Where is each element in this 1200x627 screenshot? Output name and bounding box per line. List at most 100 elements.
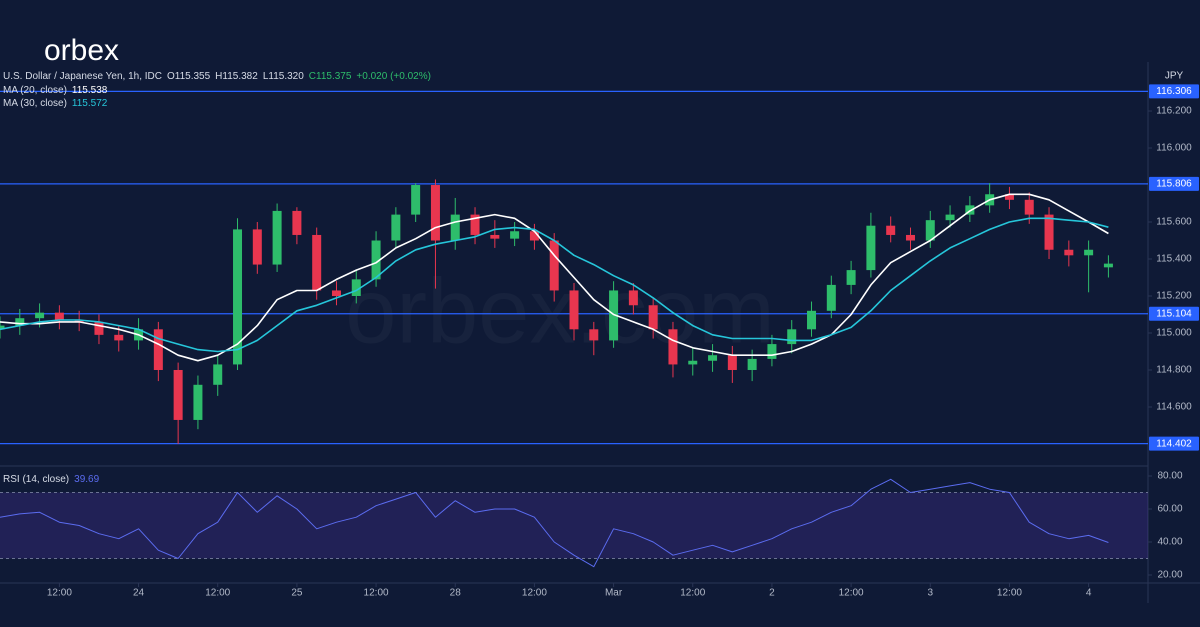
x-tick-label: 3 <box>927 588 933 599</box>
candle-body <box>826 284 836 311</box>
ohlc-values: O115.355 H115.382 L115.320 C115.375 +0.020 (… <box>167 71 431 82</box>
y-tick-label: 115.000 <box>1156 328 1192 339</box>
candle-body <box>1084 249 1094 256</box>
x-tick-label: 12:00 <box>47 588 72 599</box>
candle-body <box>569 290 579 330</box>
candle-body <box>15 318 25 326</box>
y-tick-label: 115.200 <box>1156 291 1192 302</box>
candle-body <box>767 344 777 359</box>
candle-body <box>94 321 104 335</box>
rsi-line <box>0 478 1109 568</box>
x-tick-label: 12:00 <box>839 588 864 599</box>
candle-body <box>272 210 282 265</box>
candle-body <box>668 329 678 365</box>
candle-body <box>787 329 797 345</box>
level-label-box <box>1149 84 1199 99</box>
rsi-tick-label: 20.00 <box>1157 570 1182 581</box>
symbol-title: U.S. Dollar / Japanese Yen, 1h, IDC <box>3 71 162 82</box>
x-tick-label: 25 <box>291 588 303 599</box>
candle-body <box>1064 249 1074 256</box>
ohlc-label: +0.020 (+0.02%) <box>356 71 431 82</box>
rsi-tick-label: 40.00 <box>1157 537 1182 548</box>
level-label-box <box>1149 176 1199 191</box>
candle-body <box>807 310 817 330</box>
ohlc-label: L115.320 <box>262 71 304 82</box>
candle-body <box>312 234 322 291</box>
candle-body <box>252 229 262 265</box>
candle-body <box>925 220 935 241</box>
rsi-band <box>0 492 1148 559</box>
rsi-tick-label: 60.00 <box>1157 504 1182 515</box>
ma-name: MA (20, close) <box>3 85 67 96</box>
rsi-tick-label: 80.00 <box>1157 471 1182 482</box>
level-label: 115.806 <box>1156 179 1192 190</box>
candle-body <box>331 290 341 297</box>
x-tick-label: Mar <box>605 588 623 599</box>
candle-body <box>510 231 520 239</box>
candle-body <box>470 214 480 235</box>
axes: 116.200 116.000 115.600 115.400 115.200 115.0… <box>47 84 1199 599</box>
candle-body <box>688 360 698 365</box>
ohlc-label: O115.355 <box>166 71 211 82</box>
candle-body <box>35 312 45 319</box>
logo: orbex <box>44 34 119 67</box>
candle-body <box>233 229 243 365</box>
scale-label: JPY <box>1165 71 1184 82</box>
y-tick-label: 114.800 <box>1156 365 1192 376</box>
x-tick-label: 12:00 <box>364 588 389 599</box>
candle-body <box>727 355 737 370</box>
symbol-header: U.S. Dollar / Japanese Yen, 1h, IDC O115… <box>3 71 431 82</box>
level-label-box <box>1149 306 1199 321</box>
candle-body <box>1044 214 1054 250</box>
candle-body <box>747 358 757 370</box>
ma30-header: MA (30, close) 115.572 <box>3 98 107 109</box>
candle-body <box>1004 194 1014 200</box>
candle-body <box>529 231 539 241</box>
candle-body <box>351 279 361 297</box>
ma-value: 115.572 <box>71 98 108 109</box>
y-tick-label: 114.600 <box>1156 402 1192 413</box>
candle-body <box>450 214 460 241</box>
candle-body <box>549 240 559 291</box>
ohlc-label: C115.375 <box>308 71 352 82</box>
y-tick-label: 115.400 <box>1156 254 1192 265</box>
candle-body <box>628 290 638 306</box>
ma-value: 115.538 <box>71 85 108 96</box>
y-tick-label: 116.000 <box>1156 143 1192 154</box>
candle-body <box>905 234 915 241</box>
x-tick-label: 28 <box>450 588 462 599</box>
x-tick-label: 2 <box>769 588 775 599</box>
candle-body <box>430 185 440 241</box>
candle-body <box>391 214 401 241</box>
y-tick-label: 116.200 <box>1156 106 1192 117</box>
candle-body <box>866 225 876 271</box>
level-label: 114.402 <box>1156 438 1192 449</box>
watermark: orbex.com <box>345 260 775 362</box>
candle-body <box>292 210 302 235</box>
candle-body <box>589 329 599 341</box>
x-tick-label: 12:00 <box>680 588 705 599</box>
candle-body <box>708 355 718 361</box>
candle-body <box>886 225 896 235</box>
level-label-box <box>1149 436 1199 451</box>
candle-body <box>648 305 658 330</box>
candle-body <box>609 290 619 341</box>
y-tick-label: 115.600 <box>1156 217 1192 228</box>
x-tick-label: 24 <box>133 588 145 599</box>
candle-body <box>371 240 381 280</box>
candle-body <box>173 369 183 420</box>
ma-name: MA (30, close) <box>3 98 67 109</box>
ohlc-label: H115.382 <box>215 71 258 82</box>
x-tick-label: 4 <box>1086 588 1092 599</box>
candle-body <box>54 312 64 321</box>
candle-body <box>846 270 856 285</box>
moving-average-line <box>0 217 1109 353</box>
ma20-header: MA (20, close) 115.538 <box>3 85 107 96</box>
candle-body <box>114 334 124 341</box>
x-tick-label: 12:00 <box>205 588 230 599</box>
candle-body <box>193 384 203 420</box>
rsi-name: RSI (14, close) <box>3 474 70 485</box>
candle-body <box>1024 199 1034 215</box>
